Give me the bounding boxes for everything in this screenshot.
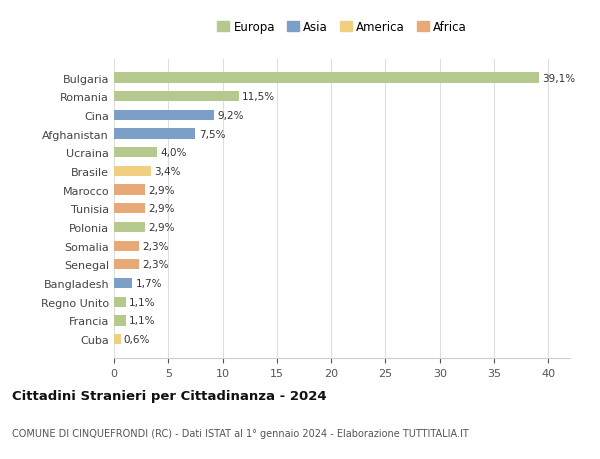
Bar <box>114 111 214 121</box>
Text: 3,4%: 3,4% <box>154 167 181 177</box>
Legend: Europa, Asia, America, Africa: Europa, Asia, America, Africa <box>217 21 467 34</box>
Text: 2,3%: 2,3% <box>142 241 169 251</box>
Bar <box>114 204 145 214</box>
Text: 2,9%: 2,9% <box>149 223 175 232</box>
Text: 4,0%: 4,0% <box>161 148 187 158</box>
Text: 39,1%: 39,1% <box>542 73 575 84</box>
Text: COMUNE DI CINQUEFRONDI (RC) - Dati ISTAT al 1° gennaio 2024 - Elaborazione TUTTI: COMUNE DI CINQUEFRONDI (RC) - Dati ISTAT… <box>12 428 469 438</box>
Bar <box>114 148 157 158</box>
Text: Cittadini Stranieri per Cittadinanza - 2024: Cittadini Stranieri per Cittadinanza - 2… <box>12 389 326 403</box>
Text: 2,9%: 2,9% <box>149 204 175 214</box>
Bar <box>114 260 139 270</box>
Bar <box>114 222 145 233</box>
Bar <box>114 73 539 84</box>
Text: 9,2%: 9,2% <box>217 111 244 121</box>
Text: 2,3%: 2,3% <box>142 260 169 270</box>
Text: 7,5%: 7,5% <box>199 129 225 139</box>
Text: 1,1%: 1,1% <box>129 297 156 307</box>
Bar <box>114 278 133 289</box>
Bar <box>114 297 126 307</box>
Bar <box>114 241 139 251</box>
Text: 1,1%: 1,1% <box>129 316 156 326</box>
Bar <box>114 334 121 344</box>
Text: 1,7%: 1,7% <box>136 279 162 288</box>
Bar <box>114 185 145 196</box>
Bar <box>114 92 239 102</box>
Bar <box>114 167 151 177</box>
Text: 0,6%: 0,6% <box>124 334 150 344</box>
Bar <box>114 129 196 140</box>
Text: 11,5%: 11,5% <box>242 92 275 102</box>
Bar <box>114 316 126 326</box>
Text: 2,9%: 2,9% <box>149 185 175 195</box>
